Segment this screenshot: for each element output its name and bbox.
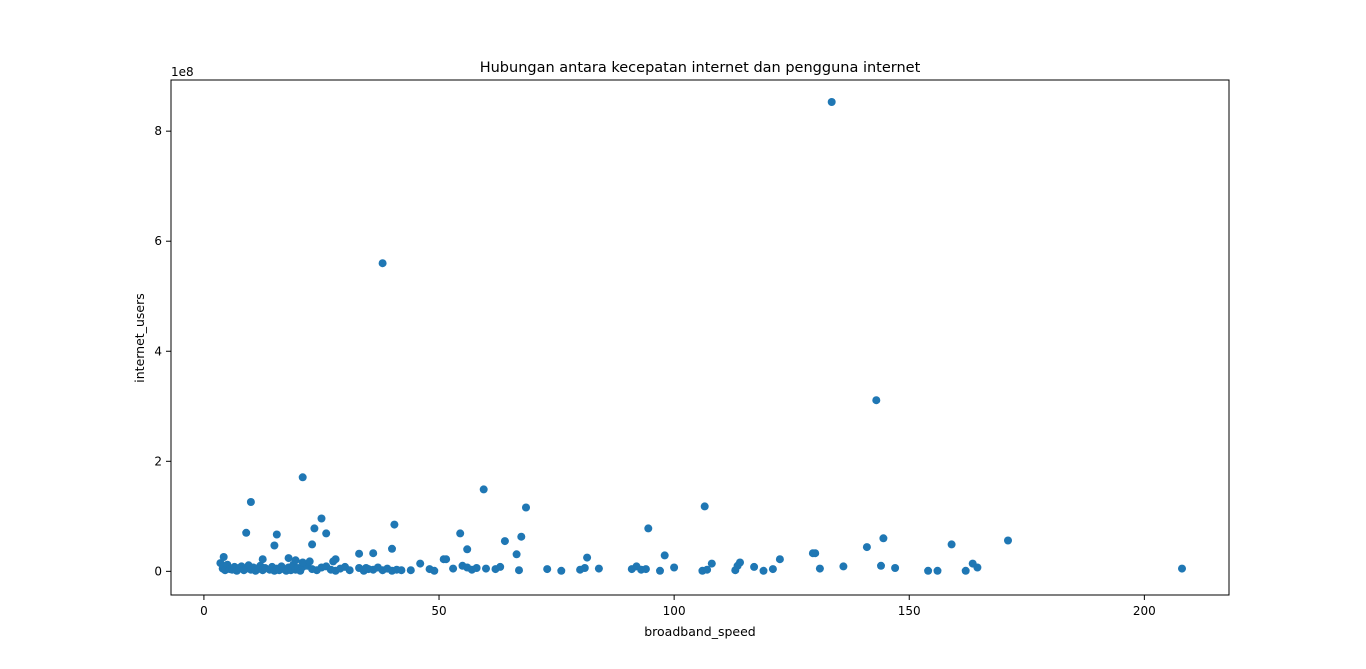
y-tick-label: 8: [154, 124, 162, 138]
data-point: [369, 549, 378, 558]
data-point: [872, 396, 881, 405]
data-point: [808, 549, 817, 558]
data-point: [580, 564, 589, 572]
data-point: [378, 259, 387, 268]
y-tick-label: 4: [154, 344, 162, 358]
x-axis-label: broadband_speed: [644, 624, 756, 639]
data-point: [442, 555, 451, 564]
data-point: [329, 557, 338, 566]
data-point: [219, 553, 228, 561]
data-point: [291, 556, 300, 565]
data-point: [827, 98, 836, 106]
data-point: [961, 566, 970, 575]
data-point: [406, 566, 415, 575]
data-point: [270, 541, 279, 550]
data-point: [308, 540, 317, 549]
chart-title: Hubungan antara kecepatan internet dan p…: [480, 60, 921, 76]
data-point: [242, 528, 251, 537]
data-point: [512, 550, 521, 559]
data-point: [1178, 564, 1186, 573]
data-point: [815, 564, 824, 573]
x-tick-label: 200: [1133, 604, 1156, 618]
data-point: [557, 566, 566, 575]
data-point: [416, 559, 425, 568]
data-point: [670, 563, 679, 572]
data-point: [397, 566, 406, 575]
data-points: [216, 98, 1186, 575]
data-point: [310, 524, 319, 533]
data-point: [258, 555, 267, 564]
y-axis-ticks: 0 2 4 6 8: [154, 124, 171, 578]
data-point: [700, 502, 709, 511]
x-tick-label: 50: [431, 604, 446, 618]
data-point: [768, 565, 777, 574]
data-point: [449, 564, 458, 573]
data-point: [515, 566, 523, 575]
data-point: [390, 520, 399, 529]
data-point: [500, 537, 509, 546]
data-point: [272, 530, 281, 539]
data-point: [284, 554, 293, 563]
data-point: [750, 562, 759, 571]
data-point: [862, 543, 871, 552]
data-point: [298, 473, 307, 482]
y-tick-label: 0: [154, 564, 162, 578]
data-point: [660, 551, 669, 560]
data-point: [947, 540, 956, 549]
data-point: [703, 565, 712, 574]
data-point: [973, 563, 982, 572]
data-point: [322, 529, 331, 538]
data-point: [388, 544, 396, 553]
data-point: [891, 564, 900, 572]
data-point: [759, 566, 768, 575]
data-point: [317, 514, 326, 523]
plot-frame: [170, 79, 1230, 596]
data-point: [362, 564, 371, 572]
data-point: [517, 532, 526, 541]
data-point: [298, 558, 307, 567]
x-tick-label: 100: [663, 604, 686, 618]
data-point: [641, 565, 650, 574]
y-tick-label: 6: [154, 234, 162, 248]
x-tick-label: 150: [898, 604, 921, 618]
data-point: [482, 564, 490, 573]
data-point: [775, 555, 784, 564]
data-point: [877, 561, 885, 570]
data-point: [305, 557, 314, 566]
data-point: [522, 503, 530, 512]
y-axis-label: internet_users: [132, 293, 147, 382]
data-point: [924, 566, 933, 575]
data-point: [933, 566, 942, 575]
data-point: [594, 564, 603, 573]
data-point: [839, 562, 848, 571]
y-tick-label: 2: [154, 454, 162, 468]
data-point: [430, 566, 439, 575]
data-point: [543, 565, 552, 574]
data-point: [644, 524, 653, 533]
data-point: [1004, 536, 1012, 545]
y-axis-offset-text: 1e8: [171, 65, 194, 79]
data-point: [656, 566, 664, 575]
data-point: [355, 549, 364, 558]
data-point: [879, 534, 888, 543]
data-point: [479, 485, 488, 494]
data-point: [733, 561, 742, 570]
data-point: [345, 566, 354, 575]
data-point: [583, 553, 592, 562]
data-point: [707, 559, 716, 568]
data-point: [472, 564, 481, 572]
data-point: [496, 562, 505, 571]
data-point: [456, 529, 465, 538]
x-axis-ticks: 0 50 100 150 200: [200, 595, 1156, 618]
data-point: [463, 545, 472, 554]
data-point: [246, 498, 255, 506]
x-tick-label: 0: [200, 604, 208, 618]
